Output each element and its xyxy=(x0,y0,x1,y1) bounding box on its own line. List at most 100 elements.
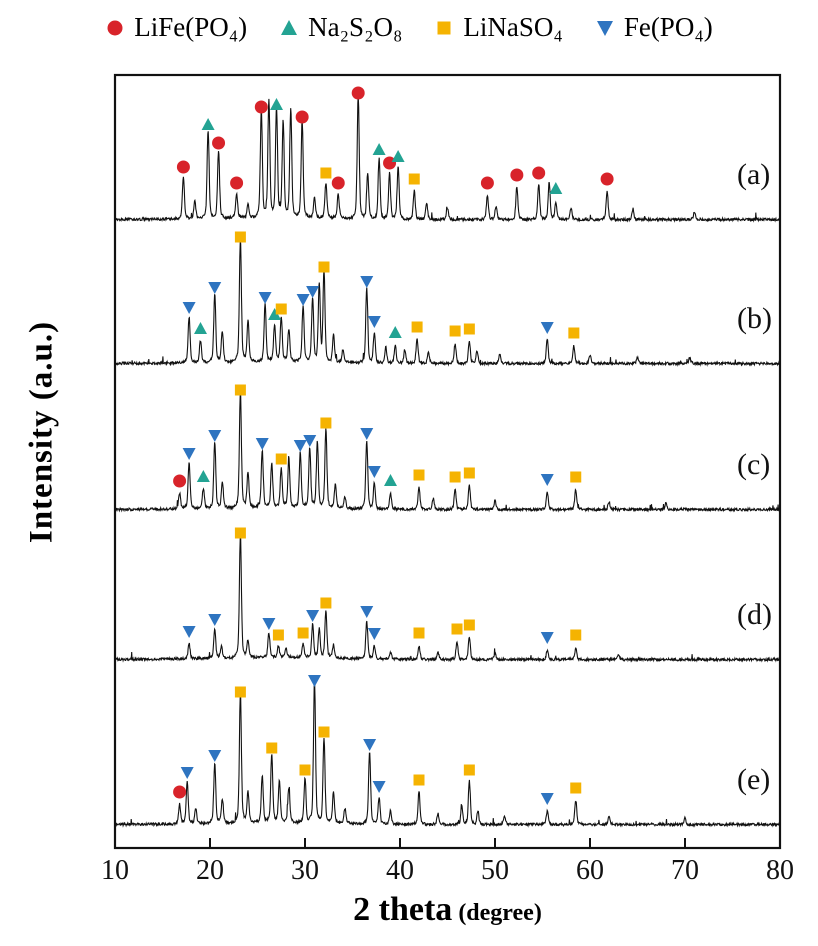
legend-item-Fe(PO4): Fe(PO₄) xyxy=(595,14,713,41)
marker-square xyxy=(318,261,330,273)
marker-triangle-up xyxy=(384,474,397,486)
marker-triangle-down xyxy=(540,632,554,644)
marker-circle xyxy=(176,160,190,174)
marker-square xyxy=(320,417,332,429)
marker-triangle-down xyxy=(180,767,194,779)
marker-circle xyxy=(295,110,309,124)
marker-square xyxy=(413,627,425,639)
panel-label-e: (e) xyxy=(737,763,770,796)
marker-triangle-up xyxy=(388,326,402,338)
legend: LiFe(PO₄) Na₂S₂O₈ LiNaSO₄ Fe(PO₄) xyxy=(0,14,818,41)
marker-circle xyxy=(532,166,546,180)
marker-square xyxy=(275,303,287,315)
marker-triangle-up xyxy=(549,182,563,194)
xrd-trace-e xyxy=(114,680,781,828)
marker-square xyxy=(299,764,311,776)
marker-square xyxy=(451,623,463,635)
marker-triangle-down xyxy=(306,286,320,298)
marker-triangle-down xyxy=(540,793,554,805)
marker-triangle-down xyxy=(208,282,222,294)
marker-triangle-down xyxy=(367,628,381,640)
marker-triangle-down xyxy=(360,276,374,288)
marker-square xyxy=(449,325,461,337)
marker-triangle-up xyxy=(194,322,207,334)
marker-circle xyxy=(173,474,187,488)
panel-label-a: (a) xyxy=(737,158,770,191)
marker-square xyxy=(297,627,309,639)
marker-square xyxy=(570,782,582,794)
x-tick-label: 10 xyxy=(101,855,129,886)
triangle-down-marker-icon xyxy=(596,20,613,36)
marker-square xyxy=(463,467,475,479)
marker-triangle-up xyxy=(196,470,210,482)
marker-triangle-down xyxy=(208,614,222,626)
marker-triangle-down xyxy=(182,302,196,314)
marker-circle xyxy=(510,168,524,182)
y-axis-label: Intensity (a.u.) xyxy=(23,320,60,544)
x-tick-label: 80 xyxy=(766,855,794,886)
marker-triangle-up xyxy=(268,308,282,320)
marker-triangle-down xyxy=(540,474,554,486)
marker-triangle-down xyxy=(367,316,381,328)
legend-item-LiFe(PO4): LiFe(PO₄) xyxy=(105,14,247,41)
marker-square xyxy=(266,742,278,754)
x-axis-label-main: 2 theta xyxy=(353,891,453,928)
xrd-trace-b xyxy=(114,240,781,367)
marker-triangle-down xyxy=(306,610,320,622)
marker-square xyxy=(320,597,332,609)
marker-square xyxy=(413,774,425,786)
plot-frame xyxy=(113,73,782,850)
legend-label: LiNaSO₄ xyxy=(463,12,563,42)
legend-item-LiNaSO4: LiNaSO₄ xyxy=(434,12,563,42)
marker-circle xyxy=(383,156,397,170)
marker-triangle-down xyxy=(262,618,276,630)
marker-triangle-down xyxy=(303,435,317,447)
marker-square xyxy=(463,764,475,776)
square-marker-icon xyxy=(437,21,451,34)
marker-circle xyxy=(331,176,345,190)
marker-triangle-up xyxy=(372,143,386,155)
x-tick-label: 30 xyxy=(291,855,319,886)
marker-triangle-down xyxy=(296,294,310,306)
x-tick-label: 20 xyxy=(196,855,224,886)
marker-square xyxy=(411,321,423,333)
marker-triangle-down xyxy=(208,750,222,762)
marker-square xyxy=(408,173,420,185)
x-tick-label: 60 xyxy=(576,855,604,886)
marker-square xyxy=(234,527,246,539)
marker-triangle-down xyxy=(255,438,269,450)
marker-circle xyxy=(480,176,494,190)
marker-square xyxy=(320,167,332,179)
marker-circle xyxy=(173,785,187,799)
marker-triangle-down xyxy=(372,781,386,793)
marker-triangle-down xyxy=(182,626,196,638)
marker-square xyxy=(234,686,246,698)
x-tick-label: 40 xyxy=(386,855,414,886)
xrd-trace-a xyxy=(114,95,781,223)
marker-square xyxy=(234,384,246,396)
legend-label: LiFe(PO₄) xyxy=(134,12,248,42)
marker-triangle-up xyxy=(270,98,283,110)
marker-square xyxy=(413,469,425,481)
marker-circle xyxy=(254,100,268,114)
marker-square xyxy=(463,619,475,631)
marker-circle xyxy=(351,86,365,100)
panel-label-c: (c) xyxy=(737,448,770,481)
legend-label: Na₂S₂O₈ xyxy=(308,12,403,42)
x-axis-label-unit: (degree) xyxy=(458,900,542,926)
marker-square xyxy=(318,726,330,738)
marker-triangle-down xyxy=(367,466,381,478)
circle-marker-icon xyxy=(107,20,123,35)
marker-square xyxy=(570,471,582,483)
x-tick-label: 50 xyxy=(481,855,509,886)
marker-square xyxy=(463,323,475,335)
legend-label: Fe(PO₄) xyxy=(623,12,713,42)
marker-circle xyxy=(212,136,226,150)
marker-triangle-down xyxy=(258,292,272,304)
marker-triangle-down xyxy=(293,440,307,452)
x-axis-label: 2 theta (degree) xyxy=(115,891,780,929)
marker-square xyxy=(234,231,246,243)
marker-triangle-down xyxy=(360,428,374,440)
